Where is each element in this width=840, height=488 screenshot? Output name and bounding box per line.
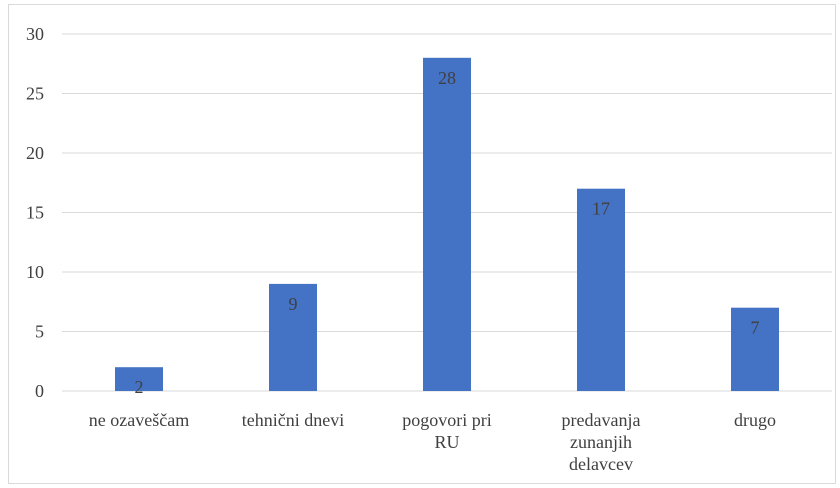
x-category-label: predavanja (562, 410, 641, 430)
bar (423, 57, 471, 392)
bar (269, 283, 317, 391)
x-category-label: tehnični dnevi (242, 410, 344, 430)
data-label: 28 (438, 68, 456, 88)
data-label: 17 (592, 199, 610, 219)
y-tick-label: 5 (35, 322, 44, 342)
x-axis-category-labels: ne ozaveščam tehnični dnevi pogovori priRU… (89, 410, 776, 474)
y-tick-label: 20 (26, 143, 44, 163)
y-tick-label: 0 (35, 381, 44, 401)
x-category-label: zunanjih (570, 432, 632, 452)
y-tick-label: 15 (26, 203, 44, 223)
data-label: 7 (751, 318, 760, 338)
data-labels: 2 9 28 17 7 (135, 68, 760, 397)
x-category-label: ne ozaveščam (89, 410, 189, 430)
x-category-label: pogovori pri (402, 410, 492, 430)
data-label: 2 (135, 377, 144, 397)
data-label: 9 (289, 294, 298, 314)
bar (115, 367, 163, 391)
y-tick-label: 25 (26, 84, 44, 104)
x-category-label: RU (434, 432, 459, 452)
bar (577, 188, 625, 391)
x-category-label: drugo (734, 410, 776, 430)
y-tick-label: 30 (26, 24, 44, 44)
bar (731, 307, 779, 391)
bars (115, 57, 779, 392)
chart-frame (8, 4, 836, 484)
x-category-label: delavcev (569, 454, 633, 474)
y-tick-label: 10 (26, 262, 44, 282)
y-axis-tick-labels: 0 5 10 15 20 25 30 (26, 24, 44, 401)
